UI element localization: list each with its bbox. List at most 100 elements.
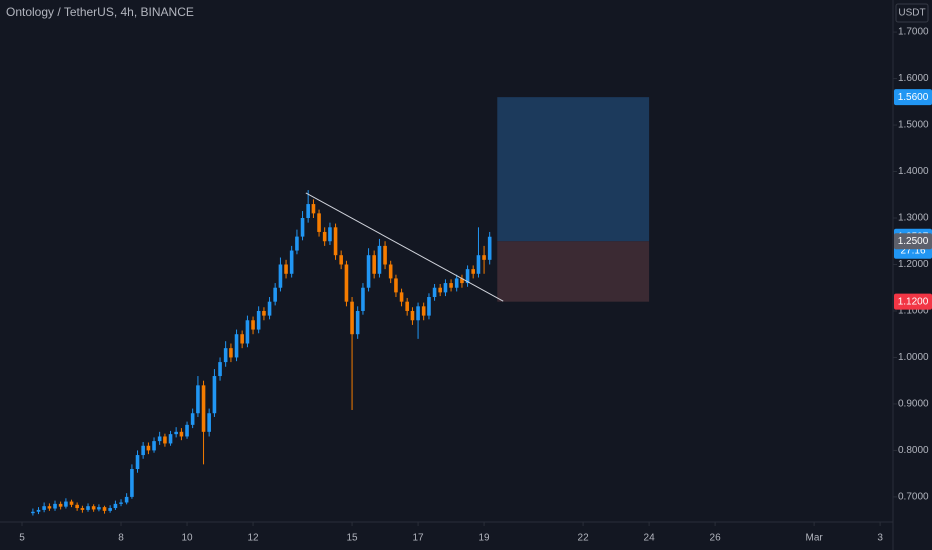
candle-body — [196, 385, 200, 414]
candle-body — [47, 506, 52, 509]
countdown-label: 27:16 — [900, 245, 925, 256]
candle-body — [443, 283, 448, 293]
price-tag — [894, 89, 932, 106]
candle-body — [267, 301, 272, 316]
candle-body — [223, 348, 228, 363]
y-tick-label: 1.6000 — [898, 73, 929, 84]
y-tick-label: 0.8000 — [898, 445, 929, 456]
candle-body — [284, 264, 288, 274]
candle-body — [130, 469, 134, 497]
x-tick-label: Mar — [806, 533, 824, 544]
candle-body — [377, 245, 382, 274]
candle-body — [119, 502, 123, 504]
x-tick-label: 3 — [877, 533, 883, 544]
candle-body — [42, 506, 46, 510]
candle-body — [416, 306, 420, 321]
candle-body — [185, 424, 189, 437]
candle-body — [465, 269, 470, 284]
y-tick-label: 0.9000 — [898, 399, 929, 410]
candle-body — [53, 503, 57, 509]
chart-title: Ontology / TetherUS, 4h, BINANCE — [6, 5, 194, 19]
candle-body — [454, 278, 459, 288]
candle-body — [163, 436, 167, 444]
price-tag-label: 1.1200 — [898, 296, 929, 307]
candle-body — [476, 255, 481, 274]
y-tick-label: 1.7000 — [898, 27, 929, 38]
y-tick-label: 1.5000 — [898, 120, 929, 131]
candle-body — [273, 287, 277, 302]
candle-body — [124, 496, 129, 503]
candle-body — [449, 283, 453, 288]
candle-body — [64, 501, 68, 507]
loss-zone — [497, 241, 650, 302]
y-tick-label: 0.7000 — [898, 492, 929, 503]
candle-body — [405, 301, 409, 311]
price-tag — [894, 293, 932, 310]
candle-body — [410, 310, 415, 321]
candle-body — [383, 245, 387, 265]
candle-body — [366, 255, 371, 288]
candle-body — [295, 236, 299, 251]
candle-body — [108, 508, 112, 511]
candle-body — [212, 376, 217, 414]
candle-body — [421, 306, 426, 316]
candle-body — [339, 255, 343, 265]
candle-body — [69, 501, 74, 505]
y-tick-label: 1.3000 — [898, 213, 929, 224]
candle-body — [251, 320, 255, 330]
candle-body — [328, 227, 332, 242]
candle-body — [75, 504, 79, 509]
candle-body — [218, 362, 222, 377]
candle-body — [322, 231, 327, 242]
y-tick-label: 1.2000 — [898, 259, 929, 270]
x-tick-label: 22 — [578, 533, 590, 544]
candle-body — [256, 310, 261, 330]
candle-body — [333, 227, 338, 256]
candle-body — [31, 511, 35, 514]
x-tick-label: 19 — [479, 533, 491, 544]
candle-body — [234, 334, 239, 358]
candle-body — [399, 292, 404, 302]
candle-body — [58, 503, 63, 507]
candle-body — [388, 264, 393, 279]
candle-body — [344, 264, 349, 302]
candle-body — [146, 445, 151, 451]
candle-body — [207, 413, 211, 432]
candle-body — [372, 255, 376, 274]
candle-body — [135, 455, 140, 470]
candle-body — [190, 413, 195, 425]
candle-body — [91, 506, 96, 510]
candle-body — [432, 287, 437, 298]
candle-body — [317, 213, 321, 232]
candle-body — [102, 507, 107, 511]
candle-body — [482, 255, 486, 260]
candle-body — [174, 431, 178, 435]
candle-body — [229, 348, 233, 358]
candle-body — [141, 445, 145, 456]
candle-body — [152, 441, 156, 451]
candle-body — [471, 269, 475, 274]
candle-body — [86, 506, 90, 510]
candle-body — [262, 310, 266, 316]
candle-body — [306, 204, 310, 219]
candle-body — [394, 278, 398, 293]
x-tick-label: 15 — [346, 533, 358, 544]
trendline — [305, 192, 504, 302]
candle-body — [311, 204, 316, 214]
candle-body — [240, 334, 244, 344]
price-tag-label: 1.2500 — [898, 236, 929, 247]
x-tick-label: 17 — [413, 533, 425, 544]
candle-body — [278, 264, 283, 288]
candle-body — [36, 509, 41, 512]
x-tick-label: 5 — [19, 533, 25, 544]
candle-body — [361, 287, 365, 311]
candle-body — [168, 434, 173, 444]
candle-body — [438, 287, 442, 293]
x-tick-label: 26 — [710, 533, 722, 544]
candle-body — [97, 507, 101, 510]
candle-body — [80, 508, 85, 510]
x-tick-label: 10 — [181, 533, 193, 544]
y-axis-label: USDT — [898, 8, 925, 19]
